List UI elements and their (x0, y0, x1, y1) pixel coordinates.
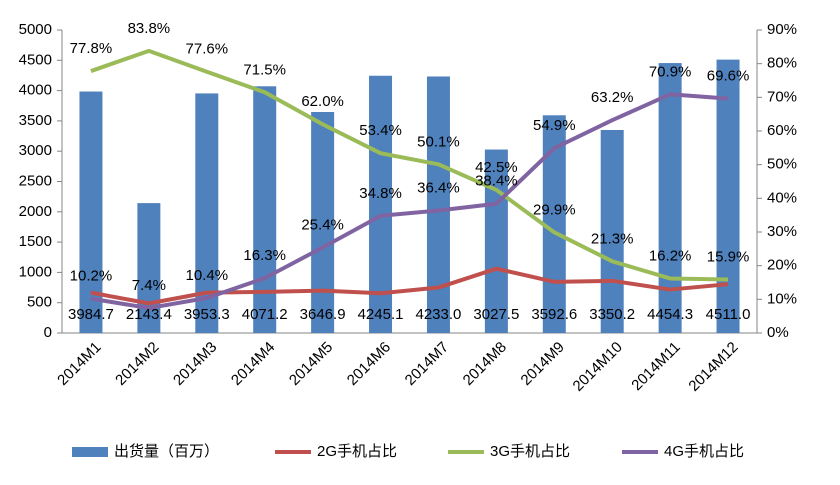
x-tick-label: 2014M3 (170, 339, 220, 389)
bar (369, 75, 393, 333)
y-tick-label: 3000 (19, 142, 52, 159)
x-tick-label: 2014M9 (518, 339, 568, 389)
bar (79, 91, 103, 333)
data-label: 54.9% (533, 117, 576, 134)
line (90, 48, 729, 282)
data-label: 10.4% (186, 267, 229, 284)
y-tick-label: 2500 (19, 172, 52, 189)
data-label: 29.9% (533, 201, 576, 218)
y2-tick-label: 80% (767, 55, 797, 72)
data-label: 3984.7 (68, 306, 114, 323)
y-tick-label: 3500 (19, 112, 52, 129)
x-tick-label: 2014M8 (460, 339, 510, 389)
y-tick-label: 4000 (19, 82, 52, 99)
x-tick-label: 2014M1 (54, 339, 104, 389)
y2-tick-label: 30% (767, 223, 797, 240)
bar (426, 76, 450, 334)
y2-tick-label: 40% (767, 189, 797, 206)
data-label: 10.2% (70, 268, 113, 285)
y2-tick-label: 50% (767, 156, 797, 173)
y2-tick-label: 20% (767, 257, 797, 274)
data-label: 4245.1 (358, 306, 404, 323)
data-label: 77.8% (70, 40, 113, 57)
x-tick-label: 2014M2 (112, 339, 162, 389)
x-tick-label: 2014M10 (570, 339, 626, 395)
data-label: 70.9% (649, 63, 692, 80)
legend-label: 3G手机占比 (490, 443, 570, 460)
y-tick-label: 0 (44, 324, 52, 341)
y-tick-label: 2000 (19, 203, 52, 220)
data-label: 7.4% (132, 277, 166, 294)
data-label: 63.2% (591, 89, 634, 106)
x-tick-label: 2014M5 (286, 339, 336, 389)
data-label: 2143.4 (126, 306, 172, 323)
bar (716, 59, 740, 334)
data-label: 77.6% (186, 41, 229, 58)
bar (658, 63, 682, 333)
data-label: 3592.6 (531, 306, 577, 323)
data-label: 83.8% (128, 20, 171, 37)
y2-tick-label: 90% (767, 21, 797, 38)
data-label: 25.4% (301, 216, 344, 233)
data-label: 3953.3 (184, 306, 230, 323)
legend-swatch (72, 447, 108, 457)
x-tick-label: 2014M6 (344, 339, 394, 389)
y2-tick-label: 10% (767, 290, 797, 307)
data-label: 53.4% (359, 122, 402, 139)
x-tick-label: 2014M11 (628, 339, 683, 394)
data-label: 21.3% (591, 230, 634, 247)
y2-tick-label: 60% (767, 122, 797, 139)
bar (253, 86, 277, 333)
y-tick-label: 500 (27, 294, 52, 311)
y2-tick-label: 0% (767, 324, 789, 341)
x-tick-label: 2014M4 (228, 339, 278, 389)
bar (195, 93, 219, 333)
legend-label: 出货量（百万） (114, 443, 219, 460)
data-label: 4454.3 (647, 306, 693, 323)
x-tick-label: 2014M7 (402, 339, 452, 389)
y-tick-label: 4500 (19, 51, 52, 68)
y-tick-label: 1500 (19, 233, 52, 250)
x-tick-label: 2014M12 (685, 339, 741, 395)
y2-tick-label: 70% (767, 88, 797, 105)
data-label: 71.5% (243, 61, 286, 78)
data-label: 16.3% (243, 247, 286, 264)
data-label: 38.4% (475, 173, 518, 190)
data-label: 69.6% (707, 68, 750, 85)
data-label: 34.8% (359, 185, 402, 202)
bar (311, 111, 335, 333)
data-label: 4233.0 (416, 306, 462, 323)
legend-label: 2G手机占比 (317, 443, 397, 460)
data-label: 16.2% (649, 247, 692, 264)
data-label: 3646.9 (300, 306, 346, 323)
data-label: 50.1% (417, 133, 460, 150)
data-label: 3350.2 (589, 306, 635, 323)
data-label: 36.4% (417, 179, 460, 196)
line (90, 266, 729, 306)
y-tick-label: 5000 (19, 21, 52, 38)
data-label: 4511.0 (706, 306, 751, 323)
legend-label: 4G手机占比 (664, 443, 744, 460)
y-tick-label: 1000 (19, 263, 52, 280)
data-label: 3027.5 (473, 306, 519, 323)
data-label: 4071.2 (242, 306, 288, 323)
line (90, 92, 729, 311)
data-label: 62.0% (301, 93, 344, 110)
data-label: 15.9% (707, 248, 750, 265)
data-label: 42.5% (475, 159, 518, 176)
